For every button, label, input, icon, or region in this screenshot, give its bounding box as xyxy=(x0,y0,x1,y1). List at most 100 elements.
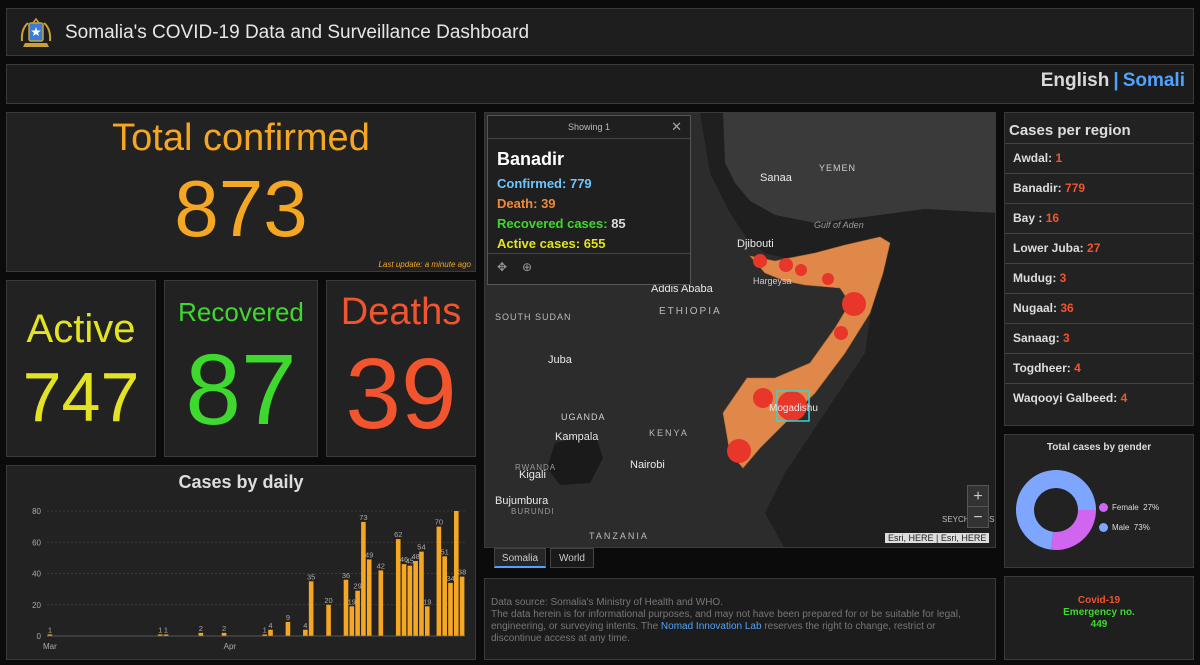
legend-male: Male 73% xyxy=(1099,523,1150,533)
region-name: Waqooyi Galbeed: 4 xyxy=(1013,391,1128,405)
bar-data-label: 1 xyxy=(48,625,52,634)
legend-female: Female 27% xyxy=(1099,503,1159,513)
zoom-out-button[interactable]: − xyxy=(967,506,989,528)
bar xyxy=(442,556,447,636)
bar xyxy=(448,582,453,636)
region-name: Nugaal: 36 xyxy=(1013,301,1074,315)
bar xyxy=(349,606,355,636)
map-label-gulf: Gulf of Aden xyxy=(814,220,864,230)
region-row: Lower Juba: 27 xyxy=(1005,233,1193,263)
bar-data-label: 2 xyxy=(222,624,226,633)
cases-by-daily-chart: Cases by daily 0 20 40 60 80 1 1 1 2 2 1 4 9 4 35 20 36 1… xyxy=(6,465,476,660)
bar xyxy=(157,634,163,636)
region-value: 36 xyxy=(1060,301,1074,315)
donut-slice-female[interactable] xyxy=(1050,510,1096,550)
bar xyxy=(308,581,314,636)
map-label-juba: Juba xyxy=(548,354,572,366)
bar-data-label: 35 xyxy=(307,572,315,581)
bar-data-label: 51 xyxy=(441,547,449,556)
bar-data-label: 54 xyxy=(417,543,425,552)
x-tick-label: Mar xyxy=(43,642,57,651)
bar xyxy=(163,634,169,636)
zoom-to-icon[interactable]: ⊕ xyxy=(522,260,533,274)
region-row: Sanaag: 3 xyxy=(1005,323,1193,353)
language-somali-link[interactable]: Somali xyxy=(1122,70,1185,91)
map-popup: Showing 1 ✕ Banadir Confirmed: 779 Death… xyxy=(487,115,691,285)
bar xyxy=(47,634,53,636)
total-confirmed-card: Total confirmed 873 Last update: a minut… xyxy=(6,112,476,272)
active-value: 747 xyxy=(22,358,140,436)
emergency-line1: Covid-19 xyxy=(1077,595,1121,606)
bar-data-label: 34 xyxy=(446,574,454,583)
deaths-label: Deaths xyxy=(340,291,462,333)
region-name: Awdal: 1 xyxy=(1013,151,1063,165)
region-row: Bay : 16 xyxy=(1005,203,1193,233)
chart-title: Cases by daily xyxy=(178,472,304,492)
region-name: Mudug: 3 xyxy=(1013,271,1067,285)
map-attribution: Esri, HERE | Esri, HERE xyxy=(885,533,990,543)
map-label-mogadishu: Mogadishu xyxy=(769,403,818,414)
map-label-tanzania: TANZANIA xyxy=(589,531,649,541)
page-title: Somalia's COVID-19 Data and Surveillance… xyxy=(65,22,530,43)
zoom-in-button[interactable]: + xyxy=(967,485,989,507)
bar xyxy=(419,551,424,636)
bar xyxy=(262,634,268,636)
bar-data-label: 45 xyxy=(406,557,414,566)
region-row: Waqooyi Galbeed: 4 xyxy=(1005,383,1193,413)
deaths-card: Deaths 39 xyxy=(326,280,476,457)
bar-data-label: 19 xyxy=(423,597,431,606)
language-separator: | xyxy=(1113,70,1119,91)
bar xyxy=(366,559,372,636)
region-value: 3 xyxy=(1063,331,1070,345)
popup-death: Death: 39 xyxy=(497,196,556,211)
bar xyxy=(268,629,273,636)
bar-data-label: 9 xyxy=(286,613,290,622)
bar-data-label: 42 xyxy=(377,561,385,570)
male-dot-icon xyxy=(1099,523,1108,533)
region-name: Bay : 16 xyxy=(1013,211,1060,225)
y-tick-label: 60 xyxy=(32,538,41,547)
bar-data-label: 73 xyxy=(359,513,367,522)
bar xyxy=(407,565,413,636)
popup-confirmed: Confirmed: 779 xyxy=(497,176,592,191)
y-tick-label: 40 xyxy=(32,570,41,579)
bar xyxy=(378,570,384,636)
data-source-note: Data source: Somalia's Ministry of Healt… xyxy=(484,578,996,660)
total-confirmed-label: Total confirmed xyxy=(112,117,370,159)
tab-world[interactable]: World xyxy=(550,548,594,568)
somalia-emblem-icon xyxy=(20,17,52,47)
bar-data-label: 4 xyxy=(303,621,307,630)
map-label-addis: Addis Ababa xyxy=(651,283,713,295)
close-icon[interactable]: ✕ xyxy=(671,119,682,134)
donut-slice-male[interactable] xyxy=(1016,470,1096,550)
region-value: 1 xyxy=(1055,151,1063,165)
bar-data-label: 4 xyxy=(268,621,272,630)
bar-data-label: 1 xyxy=(263,625,267,634)
popup-recovered: Recovered cases: 85 xyxy=(497,216,626,231)
bar-data-label: 20 xyxy=(324,596,332,605)
popup-header-text: Showing 1 xyxy=(567,122,611,132)
y-tick-label: 0 xyxy=(37,632,42,641)
move-icon[interactable]: ✥ xyxy=(497,260,508,274)
map-label-kampala: Kampala xyxy=(555,431,599,443)
bar-data-label: 48 xyxy=(411,552,419,561)
map-label-nairobi: Nairobi xyxy=(630,459,665,471)
tab-somalia[interactable]: Somalia xyxy=(494,548,546,568)
map-label-bujumbura: Bujumbura xyxy=(495,495,549,507)
region-row: Nugaal: 36 xyxy=(1005,293,1193,323)
nomad-lab-link[interactable]: Nomad Innovation Lab xyxy=(660,621,762,632)
recovered-card: Recovered 87 xyxy=(164,280,318,457)
region-value: 4 xyxy=(1120,391,1128,405)
region-row: Banadir: 779 xyxy=(1005,173,1193,203)
bar-data-label: 19 xyxy=(348,597,356,606)
popup-footer: ✥ ⊕ xyxy=(488,253,690,284)
bar xyxy=(424,606,430,636)
bar xyxy=(401,564,407,636)
region-value: 779 xyxy=(1065,181,1086,195)
region-value: 3 xyxy=(1059,271,1067,285)
cases-per-region-list: Cases per region Awdal: 1 Banadir: 779 Bay… xyxy=(1004,112,1194,426)
bar xyxy=(303,629,308,636)
bar-data-label: 36 xyxy=(342,571,350,580)
language-english-link[interactable]: English xyxy=(1040,70,1110,91)
